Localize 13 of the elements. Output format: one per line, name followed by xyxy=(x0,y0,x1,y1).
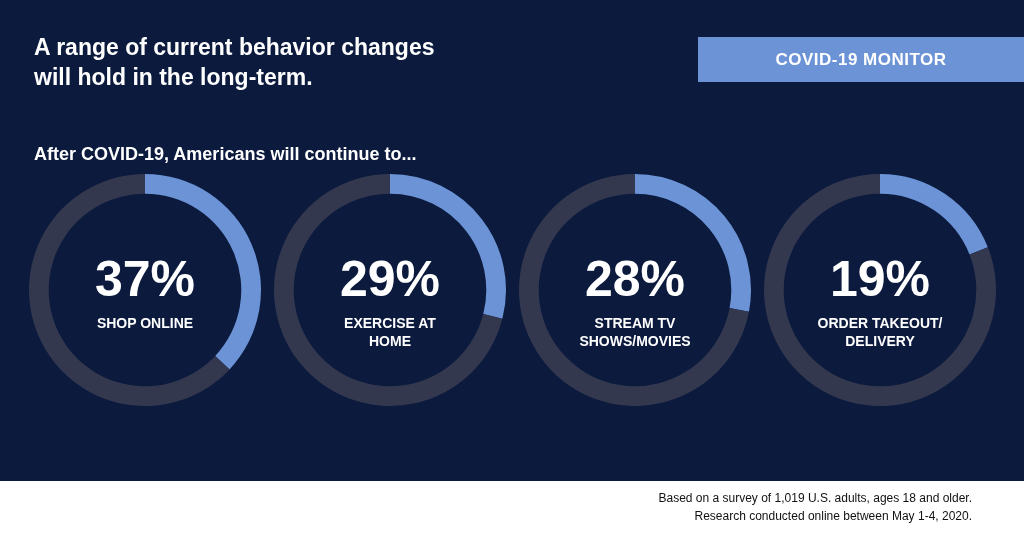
text: Based on a survey of 1,019 U.S. adults, ages 18 and older. xyxy=(658,491,972,505)
data-label: 37% xyxy=(94,251,196,307)
text: Research conducted online between May 1-4, 2020. xyxy=(694,509,972,523)
slice-label: SHOP ONLINE xyxy=(96,315,194,331)
slice-label: EXERCISE AT HOME xyxy=(344,315,437,349)
slice-label: ORDER TAKEOUT/ DELIVERY xyxy=(817,315,943,349)
text: COVID-19 MONITOR xyxy=(698,37,1024,82)
data-label: 28% xyxy=(584,251,686,307)
data-label: 19% xyxy=(829,251,931,307)
chart-subtitle: After COVID-19, Americans will continue to... xyxy=(34,144,417,165)
slice-label: STREAM TV SHOWS/MOVIES xyxy=(579,315,691,349)
data-label: 29% xyxy=(339,251,441,307)
chart-title: A range of current behavior changes will hold in the long-term. xyxy=(34,33,436,92)
